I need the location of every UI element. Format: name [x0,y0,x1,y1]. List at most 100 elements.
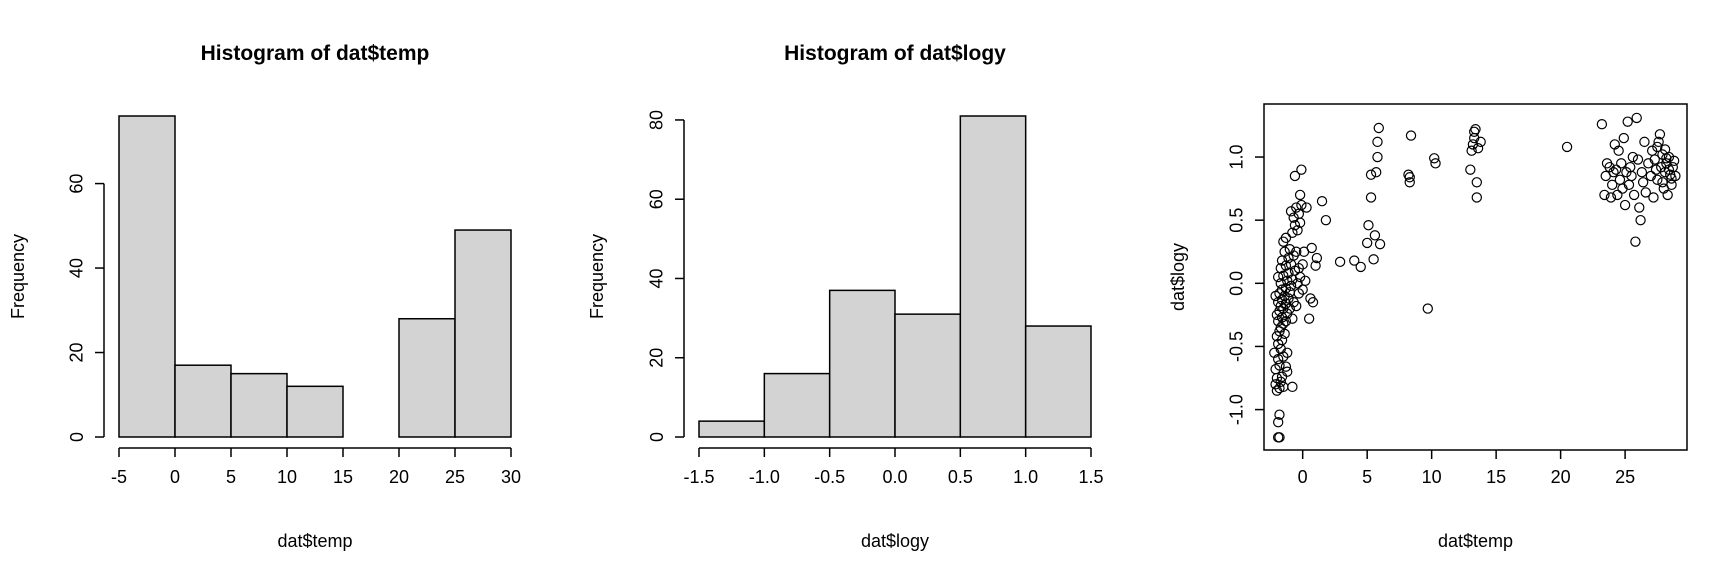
scatter-point [1636,166,1648,178]
histogram-bar [894,313,962,438]
scatter-point [1275,262,1286,274]
scatter-point [1652,174,1663,185]
scatter-point [1355,261,1366,273]
scatter-point [1368,254,1379,265]
scatter-point [1632,154,1644,165]
x-tick-label: 5 [1362,467,1372,487]
scatter-point [1301,202,1312,213]
scatter-point [1404,177,1415,188]
scatter-point [1634,202,1645,213]
y-axis-label: Frequency [587,234,607,319]
scatter-point [1657,149,1668,160]
scatter-point [1271,331,1283,342]
scatter-point [1627,151,1639,163]
scatter-point [1372,136,1383,148]
scatter-point [1472,142,1484,154]
scatter-point [1657,177,1668,188]
scatter-point [1311,252,1323,264]
scatter-point [1430,158,1441,169]
scatter-point [1334,256,1346,268]
scatter-point [1466,145,1477,156]
x-tick-label: -1.0 [749,467,780,487]
x-tick-label: 20 [389,467,409,487]
plot-frame [1263,103,1688,451]
scatter-point [1293,288,1305,299]
scatter-point [1608,166,1619,178]
scatter-point [1639,136,1650,148]
scatter-point [1614,174,1626,185]
x-tick-label: 0 [170,467,180,487]
scatter-point [1404,172,1415,183]
scatter-point [1279,246,1290,257]
scatter-point [1613,145,1624,156]
scatter-point [1310,260,1321,271]
scatter-point [1349,255,1360,266]
scatter-point [1284,244,1295,255]
x-tick-label: 1.0 [1013,467,1038,487]
y-tick-label: 80 [647,110,667,130]
x-tick-label: 0 [1298,467,1308,487]
scatter-point [1280,315,1292,327]
scatter-point [1300,275,1311,286]
scatter-point [1276,371,1288,382]
scatter-point [1630,236,1641,247]
scatter-point [1650,164,1662,175]
y-tick-label: -1.0 [1227,394,1247,425]
scatter-point [1320,214,1332,226]
scatter-point [1471,192,1482,203]
scatter-point [1471,177,1482,188]
x-tick-label: -1.5 [683,467,714,487]
scatter-point [1666,173,1677,184]
scatter-point [1278,318,1289,329]
scatter-point [1285,206,1297,217]
y-tick-label: 0.0 [1227,271,1247,296]
x-tick-label: 30 [501,467,521,487]
scatter-point [1628,189,1640,201]
x-tick-label: 25 [1615,467,1635,487]
scatter-point [1648,192,1659,203]
scatter-point [1365,192,1377,203]
scatter-point [1467,139,1479,150]
histogram-logy-panel: Histogram of dat$logy -1.5 -1.0 -0.5 0.0 0.5 1… [587,42,1104,551]
y-tick-label: 60 [67,174,87,194]
scatter-point [1272,417,1284,428]
y-tick-label: -0.5 [1227,331,1247,362]
scatter-point [1618,132,1630,144]
scatter-point [1662,189,1673,201]
x-tick-label: 0.0 [882,467,907,487]
scatter-point [1652,141,1663,153]
histogram-bar [230,372,288,438]
histogram-bar [398,317,456,438]
histogram-bar [828,289,896,438]
histogram-bar [454,229,512,438]
scatter-point [1605,192,1617,203]
scatter-point [1561,141,1573,153]
scatter-point [1475,136,1486,148]
scatter-point [1287,227,1298,239]
scatter-point [1291,246,1302,257]
scatter-point [1280,298,1292,309]
y-axis-label: dat$logy [1168,243,1188,311]
scatter-point [1272,315,1284,327]
scatter-point [1631,112,1642,124]
scatter-point [1280,361,1292,372]
scatter-point [1365,169,1377,180]
scatter-point [1668,155,1680,167]
scatter-point [1610,164,1622,175]
histogram-bar [118,115,176,438]
scatter-point [1280,232,1292,244]
scatter-point [1279,290,1290,302]
scatter-point [1291,300,1302,312]
histogram-bar [174,364,232,438]
scatter-point [1654,129,1666,140]
scatter-point [1619,199,1631,211]
scatter-point [1292,278,1303,289]
scatter-point [1289,170,1301,182]
y-tick-label: 1.0 [1227,145,1247,170]
histogram-bar [286,385,344,438]
scatter-point [1616,158,1627,169]
scatter-point [1370,166,1382,178]
x-tick-label: 10 [277,467,297,487]
scatter-point [1274,432,1285,443]
scatter-point [1278,270,1289,281]
